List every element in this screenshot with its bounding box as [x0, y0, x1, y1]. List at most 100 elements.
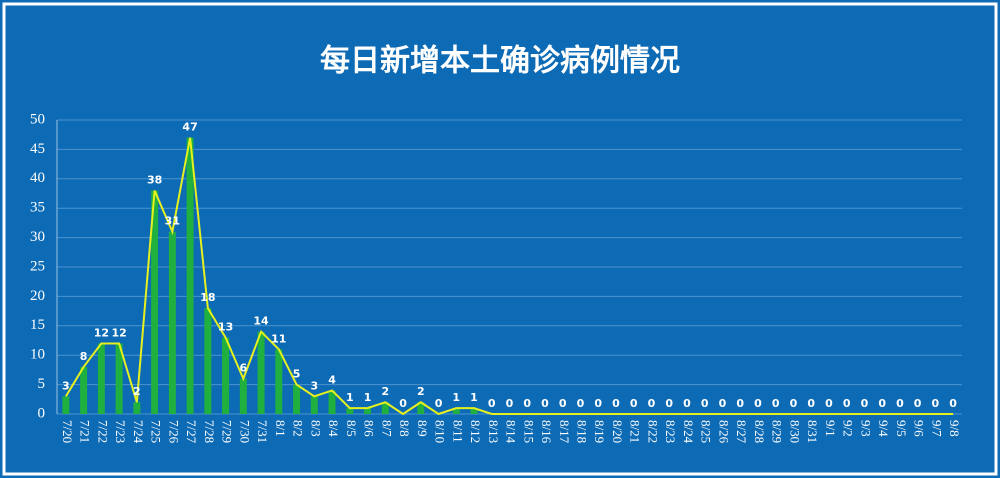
bar — [204, 308, 212, 414]
data-label: 1 — [346, 391, 354, 404]
x-tick-label: 8/11 — [450, 420, 465, 443]
data-label: 3 — [62, 379, 70, 392]
chart-title: 每日新增本土确诊病例情况 — [320, 44, 680, 79]
x-tick-label: 8/7 — [379, 420, 394, 437]
x-tick-label: 9/5 — [894, 420, 909, 437]
x-tick-label: 8/29 — [770, 420, 785, 443]
x-tick-label: 8/24 — [681, 420, 696, 444]
data-label: 0 — [435, 397, 443, 410]
data-label: 0 — [914, 397, 922, 410]
x-tick-label: 8/4 — [326, 420, 341, 437]
x-tick-label: 8/3 — [308, 420, 323, 437]
data-label: 0 — [896, 397, 904, 410]
y-tick-label: 30 — [30, 229, 45, 245]
bar — [80, 366, 88, 414]
bar — [257, 331, 265, 414]
x-tick-label: 8/23 — [663, 420, 678, 443]
data-label: 0 — [790, 397, 798, 410]
x-tick-label: 8/27 — [734, 420, 749, 444]
data-label: 1 — [470, 391, 478, 404]
data-label: 8 — [80, 350, 88, 363]
x-tick-label: 7/26 — [166, 420, 181, 444]
data-label: 0 — [630, 397, 638, 410]
bar — [133, 402, 141, 414]
data-label: 0 — [772, 397, 780, 410]
data-label: 0 — [861, 397, 869, 410]
x-tick-label: 7/21 — [78, 420, 93, 443]
x-tick-label: 8/30 — [787, 420, 802, 443]
data-label: 0 — [683, 397, 691, 410]
x-tick-label: 9/1 — [823, 420, 838, 437]
data-label: 0 — [648, 397, 656, 410]
data-label: 0 — [754, 397, 762, 410]
data-label: 0 — [949, 397, 957, 410]
data-label: 0 — [843, 397, 851, 410]
y-tick-label: 25 — [30, 258, 45, 274]
x-tick-label: 9/8 — [947, 420, 962, 437]
data-label: 0 — [807, 397, 815, 410]
y-tick-label: 45 — [30, 141, 45, 157]
x-tick-label: 8/13 — [486, 420, 501, 443]
x-tick-label: 8/17 — [557, 420, 572, 444]
y-tick-label: 5 — [38, 376, 46, 392]
bar — [381, 402, 389, 414]
data-label: 14 — [253, 315, 269, 328]
x-tick-label: 8/20 — [610, 420, 625, 443]
data-label: 11 — [271, 332, 286, 345]
x-tick-label: 8/22 — [645, 420, 660, 443]
data-label: 0 — [577, 397, 585, 410]
x-tick-label: 9/2 — [841, 420, 856, 437]
x-tick-label: 8/16 — [539, 420, 554, 444]
x-tick-label: 8/8 — [397, 420, 412, 437]
y-tick-label: 40 — [30, 170, 45, 186]
x-tick-label: 9/3 — [858, 420, 873, 437]
data-label: 0 — [541, 397, 549, 410]
x-tick-label: 8/31 — [805, 420, 820, 443]
x-tick-label: 7/20 — [60, 420, 75, 443]
data-label: 12 — [111, 326, 126, 339]
x-tick-label: 7/22 — [95, 420, 110, 443]
x-tick-label: 8/5 — [344, 420, 359, 437]
x-tick-label: 7/25 — [149, 420, 164, 443]
y-tick-label: 0 — [38, 405, 46, 421]
data-label: 0 — [594, 397, 602, 410]
x-tick-label: 7/29 — [220, 420, 235, 443]
bar — [417, 402, 425, 414]
bar — [115, 343, 123, 414]
x-tick-label: 7/28 — [202, 420, 217, 443]
x-tick-label: 7/27 — [184, 420, 199, 444]
bar — [186, 137, 194, 414]
x-tick-label: 8/9 — [415, 420, 430, 437]
x-tick-label: 8/1 — [273, 420, 288, 437]
x-tick-label: 8/21 — [628, 420, 643, 443]
bar — [328, 390, 336, 414]
data-label: 0 — [612, 397, 620, 410]
bar — [310, 396, 318, 414]
data-label: 31 — [165, 215, 180, 228]
x-tick-label: 7/31 — [255, 420, 270, 443]
data-label: 5 — [293, 368, 301, 381]
data-label: 0 — [736, 397, 744, 410]
data-label: 18 — [200, 291, 215, 304]
data-label: 47 — [182, 121, 197, 134]
bar — [222, 337, 230, 414]
data-label: 0 — [523, 397, 531, 410]
data-label: 2 — [417, 385, 425, 398]
data-label: 3 — [310, 379, 318, 392]
bar — [452, 408, 460, 414]
x-tick-label: 7/30 — [237, 420, 252, 443]
x-tick-label: 8/15 — [521, 420, 536, 443]
data-label: 12 — [94, 326, 109, 339]
data-label: 0 — [701, 397, 709, 410]
data-label: 0 — [932, 397, 940, 410]
data-label: 13 — [218, 321, 233, 334]
bar — [364, 408, 372, 414]
x-tick-label: 9/7 — [929, 420, 944, 437]
x-tick-label: 8/2 — [291, 420, 306, 437]
x-tick-label: 8/14 — [504, 420, 519, 444]
line — [65, 137, 954, 416]
data-label: 0 — [399, 397, 407, 410]
data-label: 2 — [133, 385, 141, 398]
